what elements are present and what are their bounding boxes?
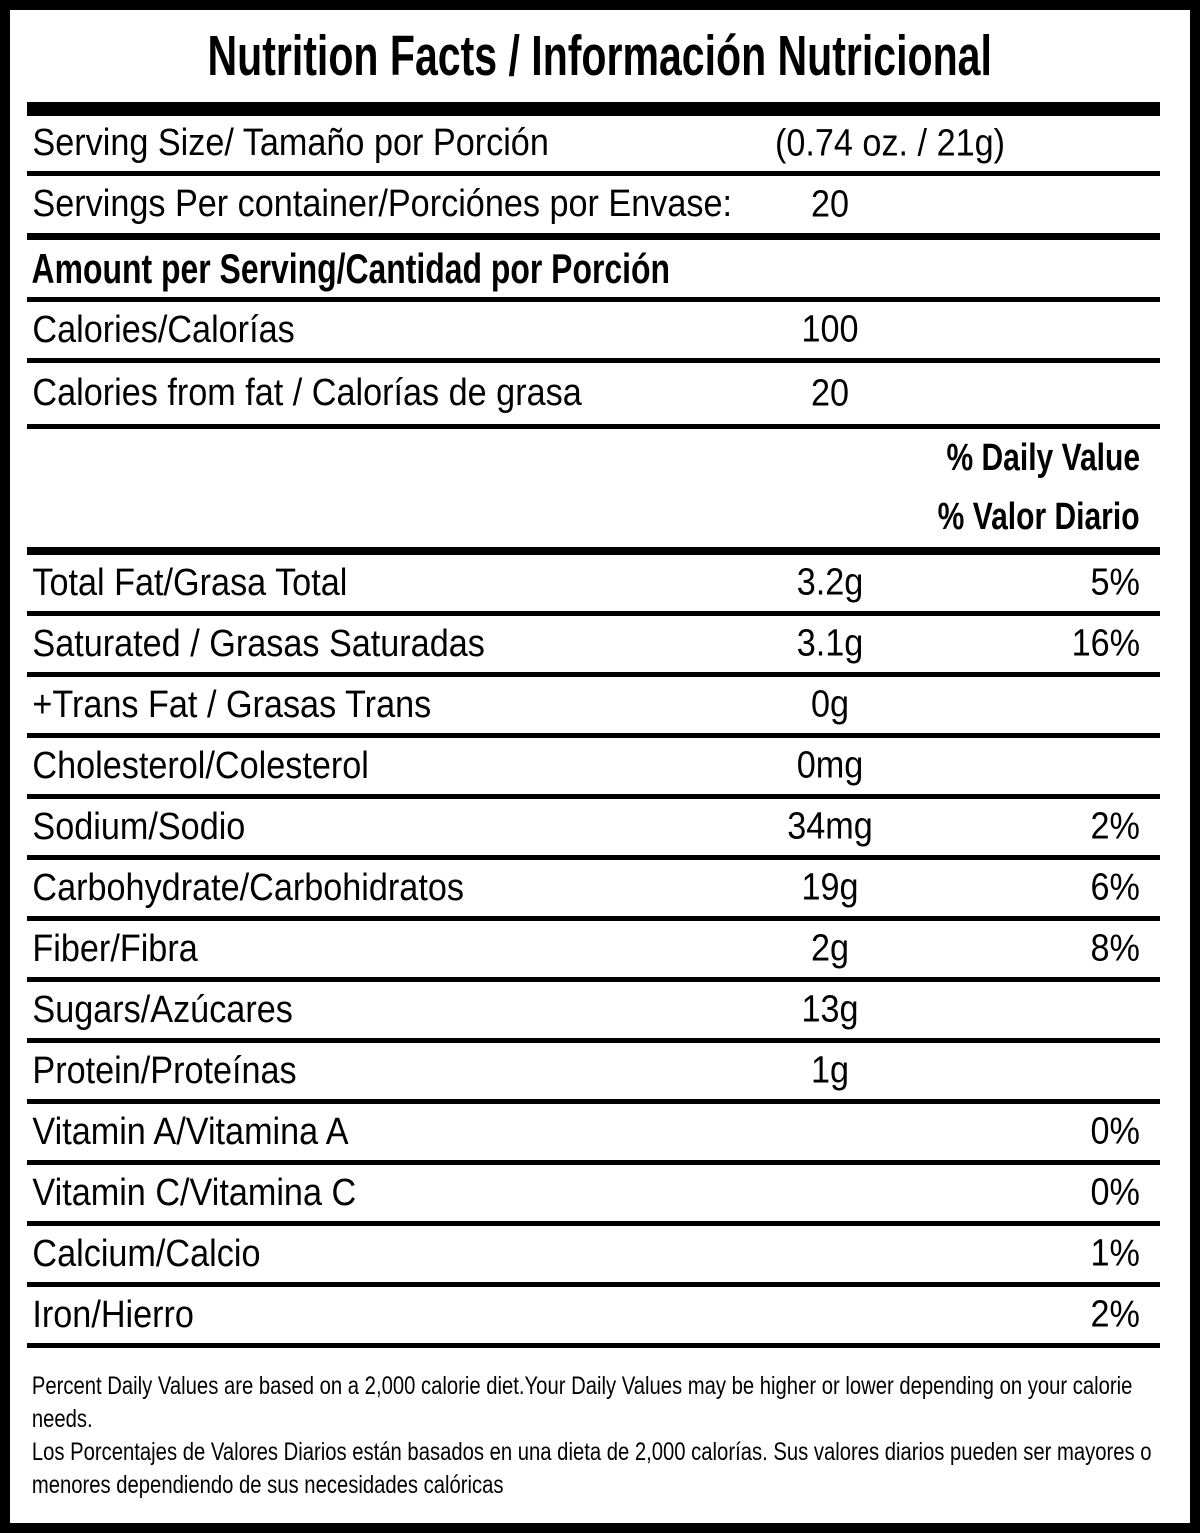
calories-label: Calories/Calorías [32, 308, 295, 351]
nutrient-daily-value: 16% [1071, 622, 1140, 665]
nutrient-amount: 1g [810, 1049, 850, 1092]
row-amount-per-serving-heading: Amount per Serving/Cantidad por Porción [27, 240, 1160, 302]
calories-value: 100 [801, 308, 859, 351]
nutrient-amount: 2g [810, 927, 850, 970]
nutrient-daily-value: 6% [1090, 866, 1140, 909]
nutrient-daily-value: 5% [1090, 561, 1140, 604]
nutrient-label: Calcium/Calcio [32, 1232, 261, 1275]
nutrient-label: Vitamin A/Vitamina A [32, 1110, 349, 1153]
title-divider-bar [27, 102, 1160, 116]
servings-per-container-value: 20 [810, 183, 850, 225]
nutrient-row: Iron/Hierro 2% [27, 1287, 1160, 1348]
nutrient-row: Calcium/Calcio 1% [27, 1226, 1160, 1287]
nutrient-daily-value: 0% [1090, 1110, 1140, 1153]
serving-size-label: Serving Size/ Tamaño por Porción [32, 122, 549, 164]
nutrient-row: Total Fat/Grasa Total 3.2g 5% [27, 555, 1160, 616]
footnote-spanish: Los Porcentajes de Valores Diarios están… [31, 1438, 1152, 1499]
nutrient-label: Cholesterol/Colesterol [32, 744, 369, 787]
nutrient-label: Carbohydrate/Carbohidratos [32, 866, 464, 909]
nutrient-amount: 34mg [787, 805, 873, 848]
nutrient-label: Fiber/Fibra [32, 927, 198, 970]
footnote-text: Percent Daily Values are based on a 2,00… [27, 1370, 1166, 1502]
row-calories: Calories/Calorías 100 [27, 302, 1160, 363]
nutrient-amount: 3.1g [796, 622, 864, 665]
row-servings-per-container: Servings Per container/Porciónes por Env… [27, 176, 1160, 240]
nutrient-row: +Trans Fat / Grasas Trans 0g [27, 677, 1160, 738]
nutrient-label: Vitamin C/Vitamina C [32, 1171, 357, 1214]
row-serving-size: Serving Size/ Tamaño por Porción (0.74 o… [27, 116, 1160, 176]
nutrient-label: Total Fat/Grasa Total [32, 561, 348, 604]
nutrient-label: Saturated / Grasas Saturadas [32, 622, 485, 665]
nutrient-row: Sodium/Sodio 34mg 2% [27, 799, 1160, 860]
nutrient-row: Fiber/Fibra 2g 8% [27, 921, 1160, 982]
nutrient-label: Sodium/Sodio [32, 805, 246, 848]
nutrient-row: Vitamin A/Vitamina A 0% [27, 1104, 1160, 1165]
nutrient-amount: 3.2g [796, 561, 864, 604]
nutrient-amount: 13g [801, 988, 859, 1031]
calories-from-fat-label: Calories from fat / Calorías de grasa [32, 372, 582, 414]
nutrient-row: Vitamin C/Vitamina C 0% [27, 1165, 1160, 1226]
nutrient-daily-value: 1% [1090, 1232, 1140, 1275]
nutrient-label: Iron/Hierro [32, 1293, 194, 1336]
nutrient-row: Sugars/Azúcares 13g [27, 982, 1160, 1043]
nutrient-daily-value: 2% [1090, 805, 1140, 848]
daily-value-header-en: % Daily Value [946, 437, 1140, 479]
daily-value-header-block: % Daily Value % Valor Diario [27, 429, 1160, 555]
calories-from-fat-value: 20 [810, 372, 850, 414]
nutrient-label: +Trans Fat / Grasas Trans [32, 683, 432, 726]
nutrient-row: Saturated / Grasas Saturadas 3.1g 16% [27, 616, 1160, 677]
nutrient-row: Protein/Proteínas 1g [27, 1043, 1160, 1104]
label-title: Nutrition Facts / Información Nutriciona… [207, 24, 993, 88]
nutrient-rows: Total Fat/Grasa Total 3.2g 5% Saturated … [27, 555, 1160, 1348]
nutrient-daily-value: 8% [1090, 927, 1140, 970]
footnote-section: Percent Daily Values are based on a 2,00… [27, 1348, 1190, 1502]
amount-per-serving-heading: Amount per Serving/Cantidad por Porción [31, 244, 671, 292]
daily-value-header-es: % Valor Diario [938, 496, 1140, 538]
row-calories-from-fat: Calories from fat / Calorías de grasa 20 [27, 363, 1160, 429]
nutrient-amount: 0mg [796, 744, 864, 787]
servings-per-container-label: Servings Per container/Porciónes por Env… [32, 183, 732, 225]
serving-size-value: (0.74 oz. / 21g) [774, 122, 1006, 164]
nutrient-label: Sugars/Azúcares [32, 988, 293, 1031]
label-title-block: Nutrition Facts / Información Nutriciona… [10, 10, 1190, 102]
nutrient-daily-value: 0% [1090, 1171, 1140, 1214]
nutrient-label: Protein/Proteínas [32, 1049, 297, 1092]
nutrient-row: Carbohydrate/Carbohidratos 19g 6% [27, 860, 1160, 921]
nutrient-amount: 19g [801, 866, 859, 909]
nutrition-table: Serving Size/ Tamaño por Porción (0.74 o… [27, 116, 1160, 1348]
nutrient-amount: 0g [810, 683, 850, 726]
footnote-english: Percent Daily Values are based on a 2,00… [31, 1372, 1133, 1433]
nutrient-daily-value: 2% [1090, 1293, 1140, 1336]
nutrient-row: Cholesterol/Colesterol 0mg [27, 738, 1160, 799]
